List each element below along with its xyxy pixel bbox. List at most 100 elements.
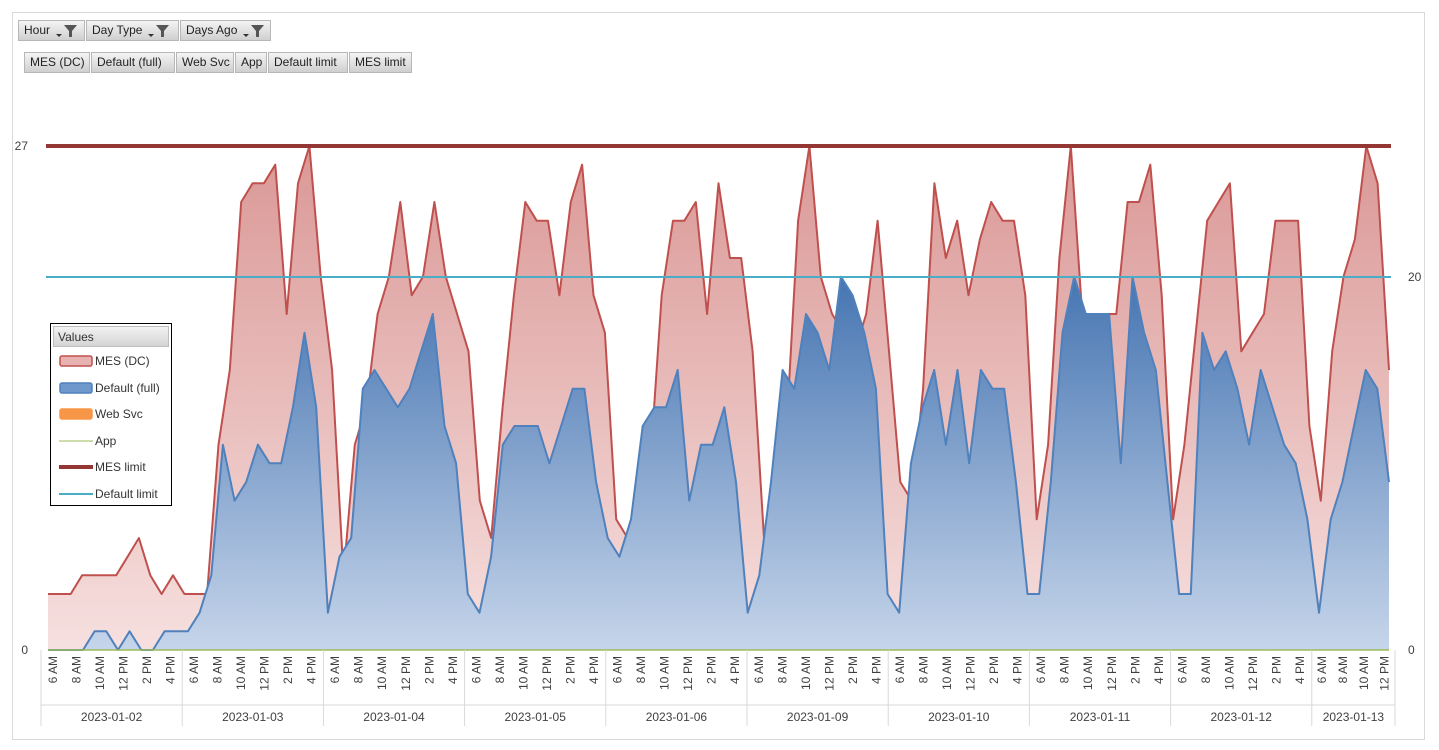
x-hour-tick-label: 10 AM	[1357, 656, 1371, 690]
legend: Values MES (DC) Default (full) Web Svc App M…	[50, 323, 172, 506]
x-hour-tick-label: 12 PM	[116, 656, 130, 691]
x-hour-tick-label: 8 AM	[775, 656, 789, 683]
x-hour-tick-label: 10 AM	[658, 656, 672, 690]
x-hour-tick-label: 6 AM	[1315, 656, 1329, 683]
x-hour-tick-label: 10 AM	[234, 656, 248, 690]
x-hour-tick-label: 12 PM	[540, 656, 554, 691]
x-hour-tick-label: 4 PM	[587, 656, 601, 684]
filter-days-ago-button[interactable]: Days Ago	[180, 20, 271, 41]
x-hour-tick-label: 8 AM	[352, 656, 366, 683]
x-hour-tick-label: 2 PM	[987, 656, 1001, 684]
filter-dropdown-icon	[243, 24, 265, 38]
x-hour-tick-label: 6 AM	[46, 656, 60, 683]
series-button-app[interactable]: App	[235, 52, 267, 73]
x-hour-tick-label: 2 PM	[140, 656, 154, 684]
y-left-tick-label: 0	[21, 643, 28, 657]
x-hour-tick-label: 8 AM	[1058, 656, 1072, 683]
legend-swatch-icon	[59, 488, 93, 500]
filter-dropdown-icon	[148, 24, 170, 38]
series-button-default-full[interactable]: Default (full)	[91, 52, 175, 73]
x-day-label: 2023-01-02	[81, 710, 143, 724]
x-hour-tick-label: 4 PM	[1293, 656, 1307, 684]
x-day-label: 2023-01-11	[1070, 710, 1131, 724]
x-hour-tick-label: 10 AM	[516, 656, 530, 690]
x-hour-tick-label: 12 PM	[681, 656, 695, 691]
legend-swatch-icon	[59, 408, 93, 420]
x-hour-tick-label: 6 AM	[328, 656, 342, 683]
x-hour-tick-label: 8 AM	[69, 656, 83, 683]
x-hour-tick-label: 2 PM	[705, 656, 719, 684]
x-day-label: 2023-01-03	[222, 710, 284, 724]
legend-item-label: Web Svc	[95, 407, 143, 421]
legend-item[interactable]: MES (DC)	[59, 351, 150, 371]
chart-frame	[12, 12, 1425, 740]
series-button-default-limit[interactable]: Default limit	[268, 52, 348, 73]
filter-hour-button[interactable]: Hour	[18, 20, 85, 41]
y-right-tick-label: 20	[1408, 270, 1422, 284]
x-hour-tick-label: 12 PM	[1105, 656, 1119, 691]
x-hour-tick-label: 12 PM	[1246, 656, 1260, 691]
series-button-mes-limit[interactable]: MES limit	[349, 52, 412, 73]
x-hour-tick-label: 6 AM	[893, 656, 907, 683]
x-hour-tick-label: 12 PM	[822, 656, 836, 691]
legend-item[interactable]: Default (full)	[59, 378, 160, 398]
x-day-label: 2023-01-12	[1211, 710, 1273, 724]
series-button-mes-dc[interactable]: MES (DC)	[24, 52, 90, 73]
x-hour-tick-label: 6 AM	[1034, 656, 1048, 683]
legend-item[interactable]: Default limit	[59, 484, 158, 504]
filter-day-type-label: Day Type	[92, 23, 143, 37]
x-day-label: 2023-01-05	[505, 710, 567, 724]
x-day-label: 2023-01-10	[928, 710, 990, 724]
legend-item[interactable]: Web Svc	[59, 404, 143, 424]
x-day-label: 2023-01-13	[1323, 710, 1385, 724]
x-hour-tick-label: 8 AM	[211, 656, 225, 683]
legend-swatch-icon	[59, 381, 93, 394]
x-hour-tick-label: 12 PM	[964, 656, 978, 691]
x-hour-tick-label: 10 AM	[1222, 656, 1236, 690]
filter-button-row: Hour Day Type Days Ago	[18, 20, 271, 41]
x-hour-tick-label: 10 AM	[1081, 656, 1095, 690]
x-hour-tick-label: 4 PM	[163, 656, 177, 684]
y-left-tick-label: 27	[15, 139, 29, 153]
legend-item-label: Default (full)	[95, 380, 160, 395]
x-hour-tick-label: 4 PM	[1152, 656, 1166, 684]
x-hour-tick-label: 4 PM	[869, 656, 883, 684]
x-hour-tick-label: 10 AM	[940, 656, 954, 690]
series-button-row: MES (DC) Default (full) Web Svc App Defa…	[24, 52, 412, 73]
y-right-tick-label: 0	[1408, 643, 1415, 657]
legend-item-label: MES limit	[95, 460, 146, 474]
legend-item-label: MES (DC)	[95, 354, 150, 368]
x-hour-tick-label: 6 AM	[752, 656, 766, 683]
x-hour-tick-label: 8 AM	[493, 656, 507, 683]
x-day-label: 2023-01-04	[363, 710, 425, 724]
filter-day-type-button[interactable]: Day Type	[86, 20, 179, 41]
legend-item[interactable]: App	[59, 431, 116, 451]
x-hour-tick-label: 6 AM	[469, 656, 483, 683]
filter-dropdown-icon	[56, 24, 78, 38]
x-hour-tick-label: 12 PM	[1378, 656, 1392, 691]
x-hour-tick-label: 6 AM	[611, 656, 625, 683]
x-hour-tick-label: 2 PM	[422, 656, 436, 684]
x-hour-tick-label: 2 PM	[564, 656, 578, 684]
x-hour-tick-label: 4 PM	[305, 656, 319, 684]
x-hour-tick-label: 4 PM	[728, 656, 742, 684]
x-hour-tick-label: 4 PM	[1011, 656, 1025, 684]
x-hour-tick-label: 8 AM	[634, 656, 648, 683]
x-hour-tick-label: 12 PM	[399, 656, 413, 691]
legend-swatch-icon	[59, 355, 93, 367]
x-hour-tick-label: 2 PM	[846, 656, 860, 684]
x-hour-tick-label: 10 AM	[93, 656, 107, 690]
series-button-web-svc[interactable]: Web Svc	[176, 52, 234, 73]
x-day-label: 2023-01-06	[646, 710, 708, 724]
x-hour-tick-label: 2 PM	[281, 656, 295, 684]
series-default-full-line	[48, 275, 1390, 651]
filter-days-ago-label: Days Ago	[186, 23, 238, 37]
x-hour-tick-label: 10 AM	[375, 656, 389, 690]
x-hour-tick-label: 2 PM	[1270, 656, 1284, 684]
x-hour-tick-label: 8 AM	[1336, 656, 1350, 683]
x-hour-tick-label: 2 PM	[1128, 656, 1142, 684]
x-hour-tick-label: 4 PM	[446, 656, 460, 684]
x-day-label: 2023-01-09	[787, 710, 849, 724]
legend-item[interactable]: MES limit	[59, 457, 146, 477]
